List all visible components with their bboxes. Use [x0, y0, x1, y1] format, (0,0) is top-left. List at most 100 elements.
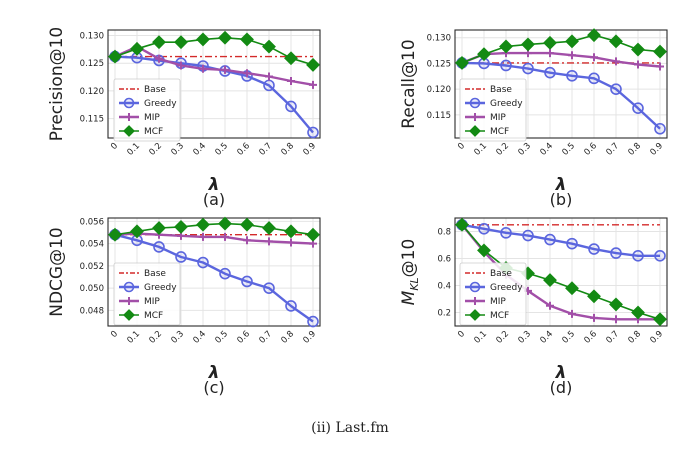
- data-point-mcf: [174, 35, 188, 50]
- x-tick-label: 0.3: [169, 141, 186, 158]
- x-tick-label: 0.4: [191, 329, 208, 346]
- x-tick-label: 0: [456, 329, 467, 340]
- data-point-greedy: [241, 275, 253, 288]
- data-point-mip: [221, 65, 229, 74]
- x-tick-label: 0.2: [147, 329, 164, 346]
- x-tick-label: 0: [109, 141, 120, 152]
- x-tick-label: 0.2: [494, 141, 511, 158]
- y-tick-label: 0.115: [427, 111, 451, 121]
- data-point-mcf: [565, 281, 579, 296]
- legend-label-mip: MIP: [490, 297, 506, 307]
- x-tick-label: 0.1: [472, 141, 489, 158]
- data-point-mcf: [455, 217, 469, 232]
- data-point-mip: [568, 51, 576, 60]
- data-point-mip: [634, 60, 642, 69]
- data-point-greedy: [307, 315, 319, 328]
- data-point-mcf: [108, 49, 122, 64]
- y-tick-label: 0.054: [80, 240, 104, 250]
- legend-label-mcf: MCF: [490, 311, 509, 321]
- data-point-greedy: [500, 59, 512, 72]
- data-point-greedy: [588, 243, 600, 255]
- x-tick-label: 0.8: [626, 329, 643, 346]
- y-axis-label: Recall@10: [399, 39, 419, 128]
- x-axis-label: λ: [208, 363, 220, 383]
- data-point-greedy: [610, 247, 622, 259]
- legend-label-greedy: Greedy: [490, 283, 523, 293]
- x-tick-label: 0.5: [560, 141, 577, 158]
- data-point-mcf: [218, 30, 232, 45]
- data-point-mip: [656, 62, 664, 71]
- legend: Base Greedy MIP MCF: [113, 78, 181, 142]
- x-axis-label: λ: [555, 175, 567, 195]
- legend-marker-mcf: [469, 125, 481, 137]
- panel-label: (c): [203, 378, 224, 397]
- data-point-mcf: [587, 28, 601, 43]
- data-point-greedy: [175, 251, 187, 263]
- legend-box: [113, 262, 181, 326]
- series-line-mcf: [114, 36, 314, 66]
- x-tick-label: 0.3: [516, 329, 533, 346]
- data-point-mip: [243, 236, 251, 245]
- panel-label: (d): [550, 378, 573, 397]
- legend: Base Greedy MIP MCF: [459, 78, 527, 142]
- x-tick-label: 0.7: [604, 141, 621, 158]
- data-point-greedy: [522, 62, 534, 75]
- data-point-mip: [612, 57, 620, 66]
- y-tick-label: 0.048: [80, 306, 104, 316]
- data-point-mcf: [174, 219, 188, 234]
- data-point-greedy: [263, 79, 275, 92]
- legend-marker-mip: [125, 113, 133, 121]
- legend-marker-greedy: [469, 97, 481, 109]
- plot-frame: [107, 217, 321, 327]
- legend-label-mip: MIP: [490, 113, 506, 123]
- x-tick-label: 0.6: [582, 141, 599, 158]
- chart-panel-4: 0.2 0.4 0.6 0.8 0 0.1 0.2 0.3 0.4 0.5 0.6 0.7 0.8 0.9…: [399, 217, 668, 397]
- data-point-greedy: [632, 102, 644, 114]
- x-tick-label: 0.2: [494, 329, 511, 346]
- y-tick-label: 0.120: [80, 87, 104, 97]
- series-line-greedy: [461, 223, 660, 258]
- legend-label-greedy: Greedy: [490, 99, 523, 109]
- legend-label-base: Base: [144, 269, 166, 279]
- data-point-greedy: [588, 72, 600, 85]
- legend-label-base: Base: [490, 85, 512, 95]
- legend-marker-mcf: [123, 309, 135, 321]
- y-tick-label: 0.125: [427, 59, 451, 69]
- y-tick-label: 0.050: [80, 284, 104, 294]
- legend-marker-mcf: [123, 125, 135, 137]
- data-point-greedy: [153, 241, 165, 253]
- data-point-mcf: [521, 37, 535, 52]
- data-point-mcf: [262, 221, 276, 235]
- y-tick-label: 0.115: [80, 115, 104, 125]
- chart-panel-3: 0.048 0.050 0.052 0.054 0.056 0 0.1 0.2 0.3 0.4 0.…: [47, 216, 321, 397]
- y-axis-label: NDCG@10: [47, 227, 67, 316]
- y-tick-label: 0.125: [80, 59, 104, 69]
- data-point-mcf: [306, 227, 320, 242]
- legend-marker-mcf: [469, 309, 481, 321]
- data-point-greedy: [654, 122, 666, 135]
- data-point-mcf: [609, 297, 623, 312]
- x-tick-label: 0.4: [191, 141, 208, 158]
- data-point-greedy: [610, 83, 622, 95]
- data-point-greedy: [500, 227, 512, 239]
- data-point-mip: [199, 64, 207, 73]
- legend: Base Greedy MIP MCF: [113, 262, 181, 326]
- data-point-greedy: [654, 250, 666, 262]
- y-axis-label: Precision@10: [47, 27, 67, 141]
- data-point-mip: [546, 49, 554, 58]
- y-tick-label: 0.120: [427, 85, 451, 95]
- legend-label-greedy: Greedy: [144, 283, 177, 293]
- data-point-mcf: [284, 224, 298, 239]
- data-point-mip: [568, 309, 576, 318]
- x-tick-label: 0.8: [279, 141, 296, 158]
- x-tick-label: 0.2: [147, 141, 164, 158]
- legend-marker-greedy: [469, 281, 481, 293]
- data-point-mcf: [631, 305, 645, 320]
- x-tick-label: 0.9: [301, 329, 318, 346]
- data-point-mcf: [196, 217, 210, 232]
- x-tick-label: 0: [456, 141, 467, 152]
- figure-caption: (ii) Last.fm: [311, 420, 389, 436]
- legend-box: [113, 78, 181, 142]
